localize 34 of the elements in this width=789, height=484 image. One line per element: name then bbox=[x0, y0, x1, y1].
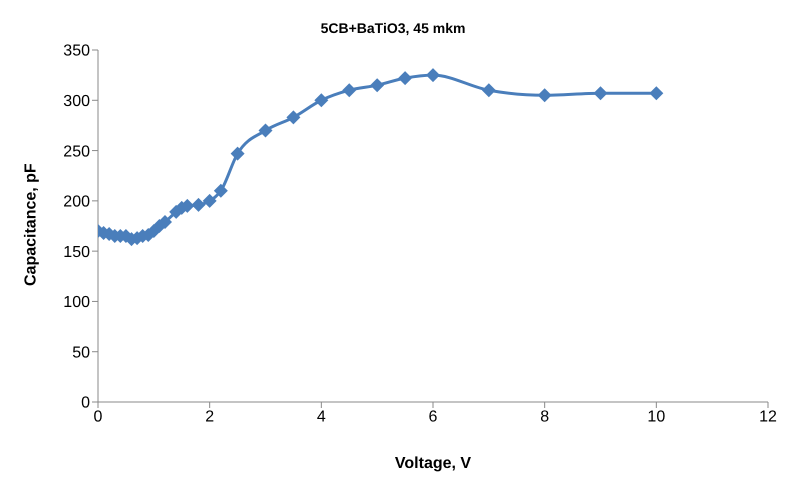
y-tick-label: 100 bbox=[63, 294, 90, 312]
point bbox=[398, 71, 412, 86]
y-axis-title: Capacitance, pF bbox=[22, 163, 40, 286]
point bbox=[192, 198, 206, 212]
x-tick-label: 6 bbox=[428, 408, 438, 426]
y-tick-label: 350 bbox=[63, 42, 90, 60]
point bbox=[230, 146, 245, 161]
point bbox=[214, 184, 228, 198]
point bbox=[538, 88, 552, 102]
point bbox=[594, 86, 608, 100]
point bbox=[202, 194, 217, 208]
x-tick-label: 12 bbox=[759, 408, 777, 426]
x-tick-label: 4 bbox=[316, 408, 326, 426]
point bbox=[258, 123, 272, 138]
y-tick-label: 250 bbox=[63, 143, 90, 160]
x-tick-label: 2 bbox=[205, 408, 214, 426]
x-tick-label: 0 bbox=[94, 408, 103, 426]
y-tick-label: 200 bbox=[63, 194, 90, 211]
point bbox=[158, 214, 172, 229]
y-tick-label: 50 bbox=[72, 344, 90, 362]
y-tick-label: 300 bbox=[63, 92, 90, 110]
chart-title: 5CB+BaTiO3, 45 mkm bbox=[320, 19, 466, 38]
point bbox=[314, 93, 328, 108]
point bbox=[649, 86, 664, 100]
point bbox=[426, 68, 440, 82]
point bbox=[286, 110, 300, 124]
point bbox=[342, 83, 356, 98]
y-tick-label: 150 bbox=[63, 244, 90, 261]
point bbox=[370, 78, 384, 92]
x-tick-label: 10 bbox=[647, 408, 666, 426]
x-tick-label: 8 bbox=[540, 408, 550, 426]
y-tick-label: 0 bbox=[81, 394, 90, 412]
x-axis-title: Voltage, V bbox=[394, 455, 472, 472]
point bbox=[482, 83, 496, 98]
